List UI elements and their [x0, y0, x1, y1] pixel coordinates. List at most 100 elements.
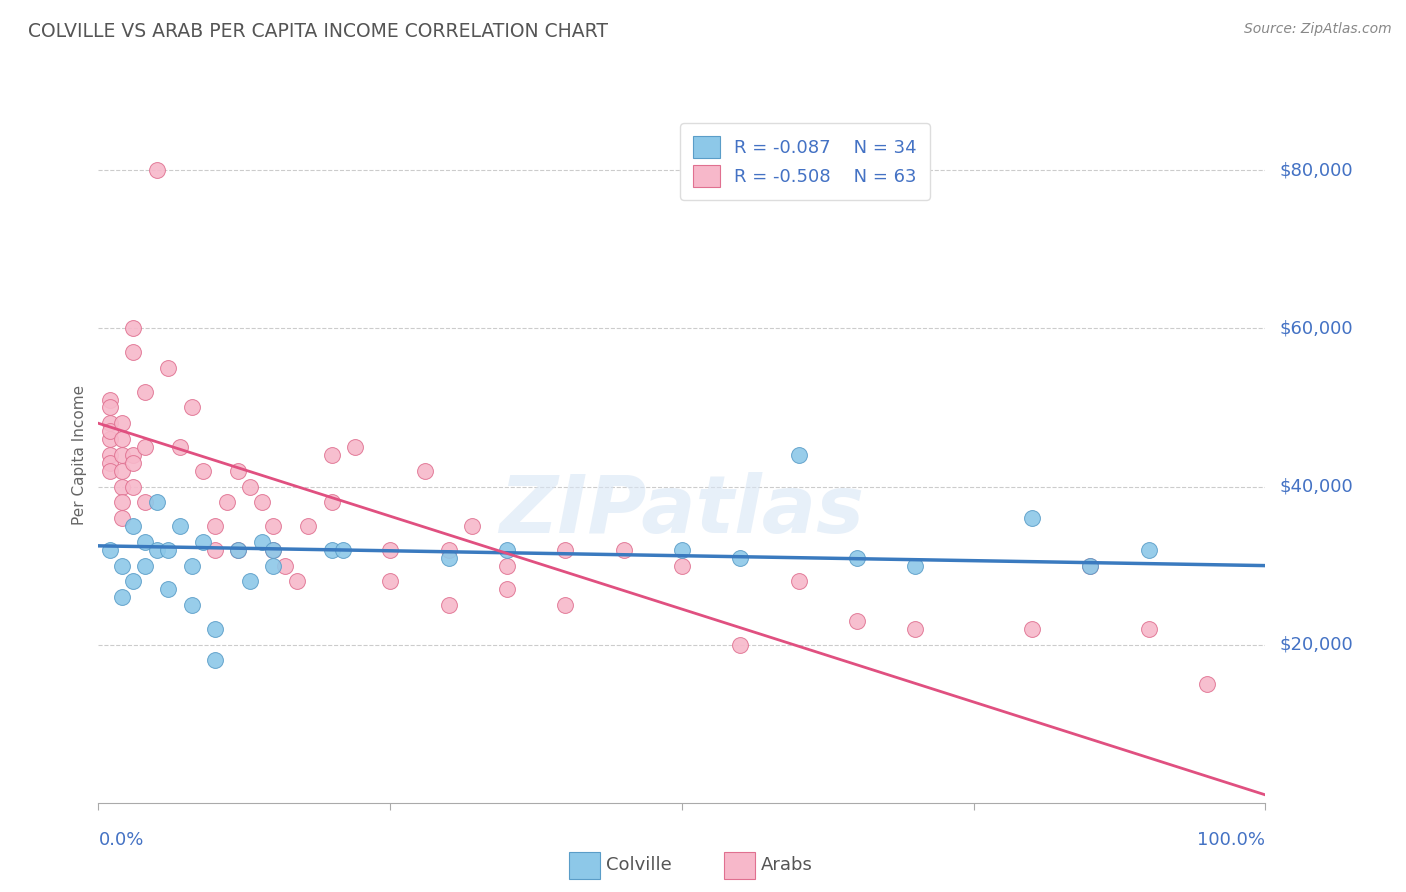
Point [262, 542, 284, 557]
Point [180, 401, 202, 415]
Point [1021, 511, 1043, 525]
Point [157, 582, 180, 597]
Point [157, 542, 180, 557]
Point [111, 558, 134, 573]
Point [146, 542, 169, 557]
Point [285, 574, 308, 589]
Point [180, 598, 202, 612]
Point [134, 440, 156, 454]
Point [262, 542, 284, 557]
Point [157, 361, 180, 376]
Point [1137, 622, 1160, 636]
Point [1080, 558, 1102, 573]
Point [845, 614, 868, 628]
Point [378, 542, 402, 557]
Point [193, 464, 215, 478]
Point [437, 542, 460, 557]
Point [250, 535, 273, 549]
Legend: R = -0.087    N = 34, R = -0.508    N = 63: R = -0.087 N = 34, R = -0.508 N = 63 [681, 123, 929, 200]
Point [98, 417, 121, 431]
Point [98, 392, 121, 407]
Point [1195, 677, 1218, 691]
Point [98, 542, 121, 557]
Point [554, 598, 576, 612]
Point [204, 653, 226, 667]
Point [730, 550, 752, 565]
Point [111, 591, 134, 605]
Point [612, 542, 634, 557]
Point [134, 558, 156, 573]
Point [437, 550, 460, 565]
Point [180, 558, 202, 573]
Point [122, 321, 145, 335]
Text: Source: ZipAtlas.com: Source: ZipAtlas.com [1244, 22, 1392, 37]
Point [262, 519, 284, 533]
Point [228, 542, 250, 557]
Point [250, 495, 273, 509]
Point [134, 384, 156, 399]
Point [122, 574, 145, 589]
Point [332, 542, 354, 557]
Point [228, 464, 250, 478]
Point [122, 456, 145, 470]
Point [554, 542, 576, 557]
Point [111, 432, 134, 446]
Text: Colville: Colville [606, 856, 672, 874]
Text: ZIPatlas: ZIPatlas [499, 472, 865, 549]
Point [262, 558, 284, 573]
Text: $40,000: $40,000 [1279, 477, 1353, 496]
Text: 0.0%: 0.0% [98, 830, 143, 848]
Text: $20,000: $20,000 [1279, 636, 1353, 654]
Point [904, 558, 927, 573]
Point [495, 582, 517, 597]
Point [111, 448, 134, 462]
Point [239, 479, 262, 493]
Point [122, 448, 145, 462]
Point [1137, 542, 1160, 557]
Text: $80,000: $80,000 [1279, 161, 1353, 179]
Point [98, 424, 121, 438]
Point [146, 495, 169, 509]
Point [134, 535, 156, 549]
Point [204, 622, 226, 636]
Point [111, 417, 134, 431]
Point [495, 558, 517, 573]
Point [787, 574, 810, 589]
Point [321, 495, 343, 509]
Point [122, 479, 145, 493]
Point [274, 558, 297, 573]
Text: COLVILLE VS ARAB PER CAPITA INCOME CORRELATION CHART: COLVILLE VS ARAB PER CAPITA INCOME CORRE… [28, 22, 609, 41]
Point [215, 495, 238, 509]
Point [134, 495, 156, 509]
Point [787, 448, 810, 462]
Point [904, 622, 927, 636]
Text: 100.0%: 100.0% [1198, 830, 1265, 848]
Point [111, 511, 134, 525]
Point [671, 542, 693, 557]
Point [671, 558, 693, 573]
Point [413, 464, 436, 478]
Point [239, 574, 262, 589]
Point [98, 456, 121, 470]
Point [204, 542, 226, 557]
Point [730, 638, 752, 652]
Point [146, 163, 169, 178]
Point [321, 542, 343, 557]
Text: $60,000: $60,000 [1279, 319, 1353, 337]
Point [111, 464, 134, 478]
Point [111, 495, 134, 509]
Point [1021, 622, 1043, 636]
Point [122, 519, 145, 533]
Point [378, 574, 402, 589]
Point [297, 519, 319, 533]
Point [344, 440, 367, 454]
Point [321, 448, 343, 462]
Point [193, 535, 215, 549]
Point [845, 550, 868, 565]
Point [1080, 558, 1102, 573]
Point [228, 542, 250, 557]
Point [495, 542, 517, 557]
Point [204, 519, 226, 533]
Point [169, 519, 191, 533]
Point [98, 401, 121, 415]
